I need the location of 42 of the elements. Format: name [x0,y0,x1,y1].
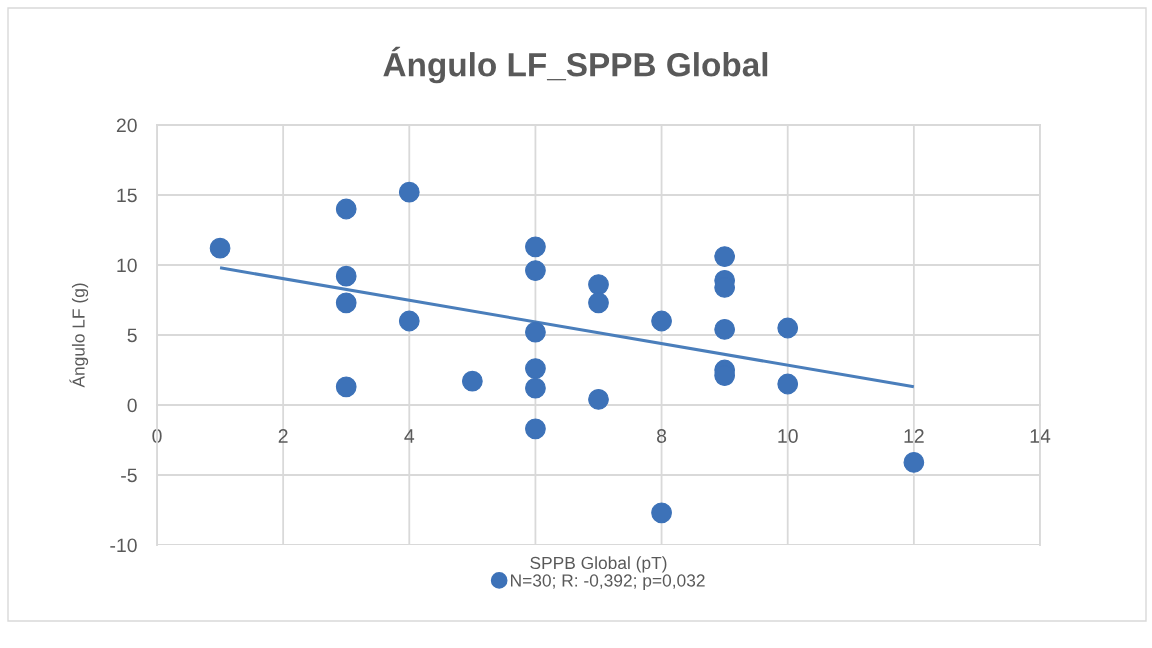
point [525,321,546,343]
point [209,237,231,259]
point [525,418,546,440]
x-tick-label: 10 [778,429,798,443]
y-axis-title: Ángulo LF (g) [69,283,89,388]
point [651,502,672,524]
point [588,292,609,314]
point [335,376,357,398]
chart-title: Ángulo LF_SPPB Global [383,46,768,84]
point [525,358,546,379]
point [525,260,546,281]
point [714,246,736,267]
x-tick-label: 8 [657,429,667,443]
y-tick-label: 10 [117,258,137,273]
point [525,236,546,258]
y-tick-label: 20 [116,118,137,133]
point [335,198,357,220]
x-axis-title: SPPB Global (pT) [530,556,667,573]
x-tick-label: 0 [152,429,162,443]
point [903,452,925,473]
y-tick-label: -10 [110,538,137,553]
y-tick-label: 5 [127,328,137,343]
x-tick-label: 4 [404,429,415,443]
point [398,310,420,332]
point [335,265,357,287]
point [651,310,672,332]
point [461,370,483,392]
x-tick-label: 12 [904,429,924,443]
y-tick-label: 15 [117,188,137,203]
point [335,292,357,314]
point [714,319,736,340]
x-tick-label: 2 [278,429,288,443]
point [777,373,799,395]
point [398,181,420,203]
legend-label: N=30; R: -0,392; p=0,032 [511,574,705,591]
point [588,389,609,410]
y-tick-label: -5 [121,468,137,483]
x-tick-label: 14 [1030,429,1051,443]
point [525,377,546,399]
point [777,317,799,339]
point [588,274,609,295]
y-tick-label: 0 [127,398,137,413]
